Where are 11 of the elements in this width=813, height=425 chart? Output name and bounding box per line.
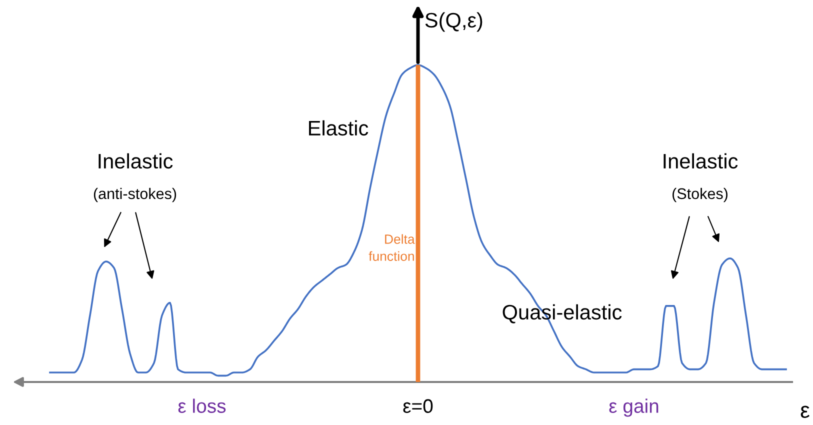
x-tick-label: ε=0 [403, 399, 433, 413]
y-axis-title: S(Q,ε) [425, 12, 482, 32]
annotation: Inelastic [664, 153, 738, 169]
x-tick-label: ε loss [178, 398, 226, 413]
annotation: Elastic [309, 120, 368, 136]
x-axis-title: ε [800, 406, 810, 418]
annotation: (anti-stokes) [94, 188, 176, 202]
x-tick-label: ε gain [609, 398, 658, 417]
annotation: Inelastic [98, 153, 173, 169]
series-label: Delta function [368, 234, 415, 261]
annotation: (Stokes) [672, 188, 728, 202]
